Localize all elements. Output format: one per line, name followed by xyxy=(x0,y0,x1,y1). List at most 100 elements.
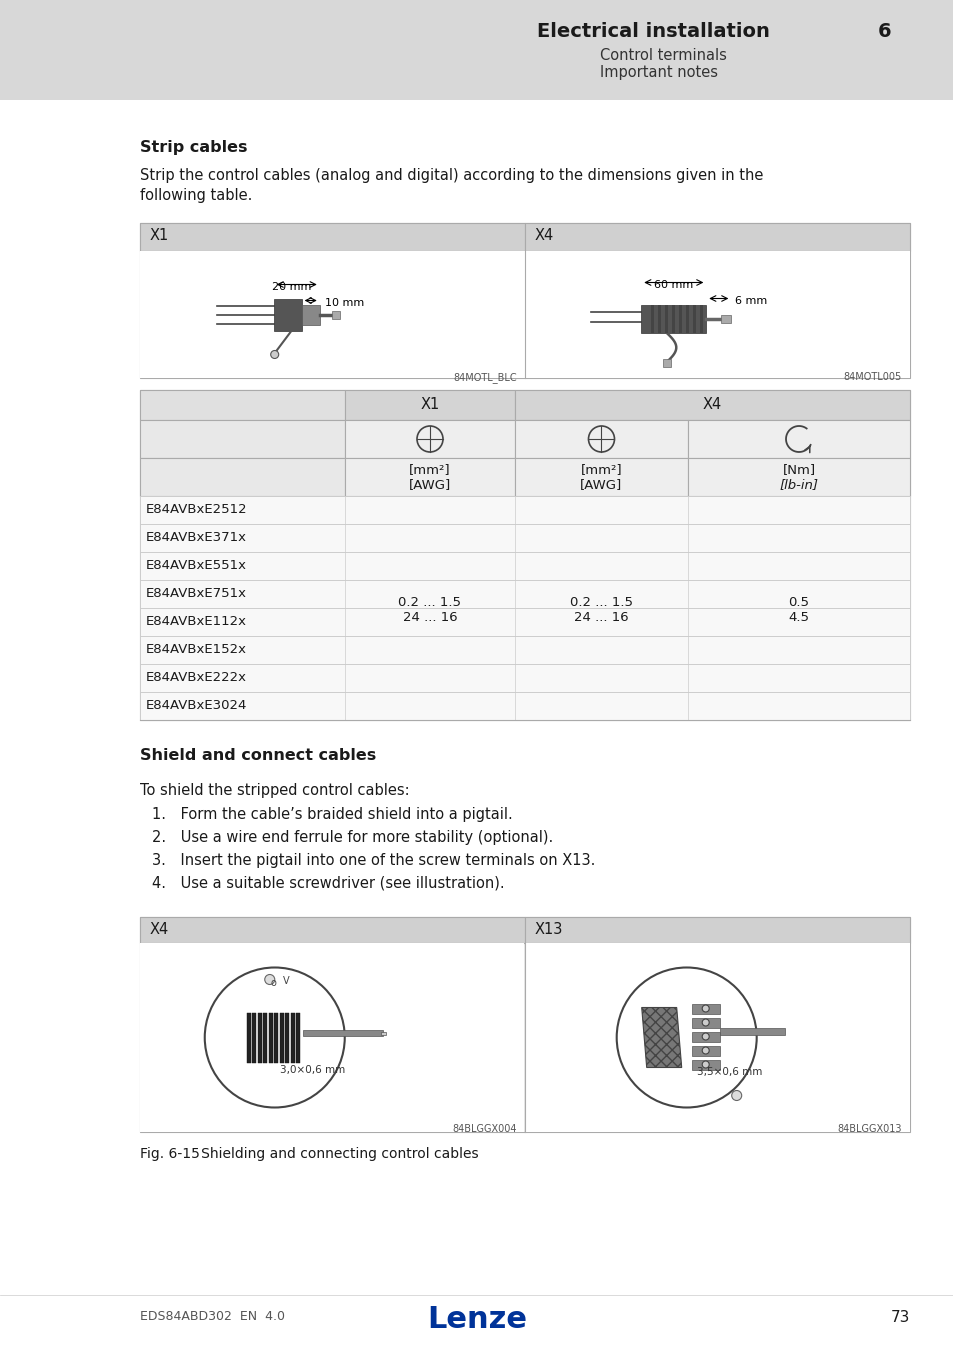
Bar xyxy=(662,359,671,366)
Bar xyxy=(140,664,909,693)
Text: o: o xyxy=(271,977,276,987)
Bar xyxy=(0,108,953,1295)
Bar xyxy=(291,1012,294,1062)
Text: X13: X13 xyxy=(535,922,563,937)
Bar xyxy=(257,1012,261,1062)
Bar xyxy=(274,1012,278,1062)
Bar xyxy=(515,420,687,458)
Text: 0.5: 0.5 xyxy=(788,595,809,609)
Bar xyxy=(140,420,345,458)
Bar xyxy=(269,1012,273,1062)
Bar xyxy=(0,1295,953,1350)
Circle shape xyxy=(731,1091,740,1100)
Text: 6: 6 xyxy=(877,22,891,40)
Text: X4: X4 xyxy=(535,228,554,243)
Text: 60 mm: 60 mm xyxy=(654,281,693,290)
Bar xyxy=(252,1012,256,1062)
Bar xyxy=(693,305,696,332)
Text: Shield and connect cables: Shield and connect cables xyxy=(140,748,375,763)
Bar xyxy=(345,390,515,420)
Text: Strip the control cables (analog and digital) according to the dimensions given : Strip the control cables (analog and dig… xyxy=(140,167,762,184)
Text: V: V xyxy=(282,976,289,986)
Bar xyxy=(651,305,654,332)
Bar xyxy=(247,1012,251,1062)
Text: 1. Form the cable’s braided shield into a pigtail.: 1. Form the cable’s braided shield into … xyxy=(152,807,512,822)
Text: 84BLGGX013: 84BLGGX013 xyxy=(837,1125,901,1134)
Text: 0.2 ... 1.5: 0.2 ... 1.5 xyxy=(398,595,461,609)
Text: EDS84ABD302  EN  4.0: EDS84ABD302 EN 4.0 xyxy=(140,1310,285,1323)
Bar xyxy=(345,420,515,458)
Text: 4. Use a suitable screwdriver (see illustration).: 4. Use a suitable screwdriver (see illus… xyxy=(152,876,504,891)
Circle shape xyxy=(616,968,756,1107)
Bar xyxy=(140,917,524,944)
Text: Electrical installation: Electrical installation xyxy=(537,22,769,40)
Text: 6 mm: 6 mm xyxy=(735,297,767,306)
Bar xyxy=(140,944,523,1133)
Circle shape xyxy=(265,975,274,984)
Bar xyxy=(296,1012,300,1062)
Text: E84AVBxE222x: E84AVBxE222x xyxy=(146,671,247,684)
Text: [AWG]: [AWG] xyxy=(579,478,622,491)
Bar xyxy=(691,1060,719,1069)
Text: 84MOTL005: 84MOTL005 xyxy=(842,373,901,382)
Text: 24 ... 16: 24 ... 16 xyxy=(574,612,628,624)
Circle shape xyxy=(271,351,278,359)
Bar xyxy=(140,693,909,720)
Text: 0.2 ... 1.5: 0.2 ... 1.5 xyxy=(569,595,633,609)
Text: Control terminals: Control terminals xyxy=(599,49,726,63)
Text: E84AVBxE3024: E84AVBxE3024 xyxy=(146,699,247,711)
Text: Lenze: Lenze xyxy=(427,1305,526,1334)
Bar xyxy=(691,1045,719,1056)
Text: [AWG]: [AWG] xyxy=(409,478,451,491)
Text: 84MOTL_BLC: 84MOTL_BLC xyxy=(453,373,517,383)
Bar xyxy=(301,305,319,324)
Circle shape xyxy=(701,1019,708,1026)
Text: [lb-in]: [lb-in] xyxy=(779,478,818,491)
Bar xyxy=(140,390,345,420)
Text: [mm²]: [mm²] xyxy=(580,463,621,477)
Bar xyxy=(140,223,909,378)
Text: Important notes: Important notes xyxy=(599,65,718,80)
Text: E84AVBxE551x: E84AVBxE551x xyxy=(146,559,247,572)
Text: E84AVBxE2512: E84AVBxE2512 xyxy=(146,504,248,516)
Bar xyxy=(685,305,689,332)
Text: 3,0×0,6 mm: 3,0×0,6 mm xyxy=(279,1065,345,1076)
Text: 4.5: 4.5 xyxy=(788,612,809,624)
Text: X1: X1 xyxy=(150,228,169,243)
Text: [mm²]: [mm²] xyxy=(409,463,451,477)
Bar xyxy=(691,1018,719,1027)
Bar xyxy=(664,305,668,332)
Bar xyxy=(524,223,909,251)
Text: following table.: following table. xyxy=(140,188,253,202)
Text: X1: X1 xyxy=(420,397,439,412)
Bar xyxy=(140,636,909,664)
Bar xyxy=(515,390,909,420)
Text: E84AVBxE751x: E84AVBxE751x xyxy=(146,587,247,599)
Bar xyxy=(140,580,909,608)
Bar xyxy=(140,524,909,552)
Circle shape xyxy=(701,1048,708,1054)
Text: [Nm]: [Nm] xyxy=(781,463,815,477)
Text: E84AVBxE152x: E84AVBxE152x xyxy=(146,643,247,656)
Text: Fig. 6-15: Fig. 6-15 xyxy=(140,1148,200,1161)
Bar xyxy=(687,420,909,458)
Circle shape xyxy=(701,1004,708,1012)
Bar xyxy=(719,1027,784,1034)
Circle shape xyxy=(701,1061,708,1068)
Text: E84AVBxE371x: E84AVBxE371x xyxy=(146,531,247,544)
Bar xyxy=(0,0,953,100)
Bar xyxy=(687,458,909,495)
Bar xyxy=(700,305,702,332)
Bar xyxy=(720,315,731,323)
Bar xyxy=(679,305,681,332)
Text: Strip cables: Strip cables xyxy=(140,140,247,155)
Bar xyxy=(691,1031,719,1041)
Bar xyxy=(345,458,515,495)
Polygon shape xyxy=(641,1007,681,1068)
Text: 2. Use a wire end ferrule for more stability (optional).: 2. Use a wire end ferrule for more stabi… xyxy=(152,830,553,845)
Circle shape xyxy=(701,1033,708,1040)
Text: Shielding and connecting control cables: Shielding and connecting control cables xyxy=(188,1148,478,1161)
Bar xyxy=(515,458,687,495)
Bar xyxy=(140,223,524,251)
Bar xyxy=(140,251,524,378)
